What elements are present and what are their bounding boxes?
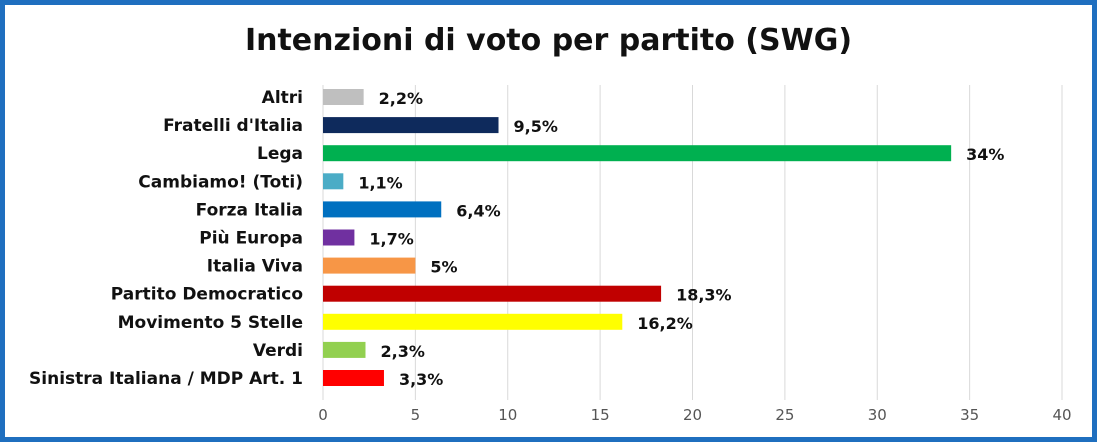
- value-label: 2,2%: [379, 89, 423, 108]
- bar-chart-plot: 0 5 10 15 20 25 30 35 40 Altri 2,2% Fratelli d'Ital…: [29, 85, 1072, 424]
- x-tick-label: 20: [683, 406, 702, 424]
- value-label: 34%: [966, 145, 1004, 164]
- category-label: Lega: [257, 144, 303, 164]
- bar: [323, 117, 499, 134]
- bar: [323, 173, 344, 190]
- x-tick-label: 10: [498, 406, 517, 424]
- x-tick-label: 0: [318, 406, 328, 424]
- value-label: 9,5%: [514, 117, 558, 136]
- category-label: Italia Viva: [207, 257, 303, 277]
- bar: [323, 285, 662, 302]
- category-label: Forza Italia: [196, 200, 303, 220]
- x-tick-label: 40: [1052, 406, 1071, 424]
- value-label: 16,2%: [637, 314, 693, 333]
- category-label: Verdi: [253, 341, 303, 361]
- label-layer: 0 5 10 15 20 25 30 35 40 Altri 2,2% Fratelli d'Ital…: [29, 88, 1072, 424]
- bar: [323, 370, 384, 386]
- grid-layer: [322, 85, 1063, 400]
- category-label: Partito Democratico: [111, 285, 303, 305]
- bar: [323, 313, 623, 330]
- value-label: 2,3%: [380, 342, 424, 361]
- category-label: Cambiamo! (Toti): [138, 172, 303, 192]
- bar: [323, 341, 366, 358]
- value-label: 1,7%: [369, 230, 413, 249]
- category-label: Altri: [262, 88, 303, 108]
- x-tick-label: 5: [411, 406, 421, 424]
- value-label: 1,1%: [358, 173, 402, 192]
- value-label: 18,3%: [676, 286, 732, 305]
- x-tick-label: 15: [591, 406, 610, 424]
- bar-layer: [323, 89, 952, 386]
- value-label: 3,3%: [399, 370, 443, 389]
- category-label: Fratelli d'Italia: [163, 116, 303, 136]
- x-tick-label: 35: [960, 406, 979, 424]
- value-label: 6,4%: [456, 201, 500, 220]
- x-tick-label: 30: [868, 406, 887, 424]
- bar: [323, 201, 442, 218]
- category-label: Movimento 5 Stelle: [118, 313, 303, 333]
- category-label: Sinistra Italiana / MDP Art. 1: [29, 369, 303, 389]
- value-label: 5%: [430, 258, 457, 277]
- bar: [323, 89, 364, 105]
- category-label: Più Europa: [199, 229, 303, 249]
- bar: [323, 229, 355, 246]
- chart-title: Intenzioni di voto per partito (SWG): [244, 23, 853, 58]
- bar: [323, 145, 952, 162]
- bar: [323, 257, 416, 274]
- x-tick-label: 25: [775, 406, 794, 424]
